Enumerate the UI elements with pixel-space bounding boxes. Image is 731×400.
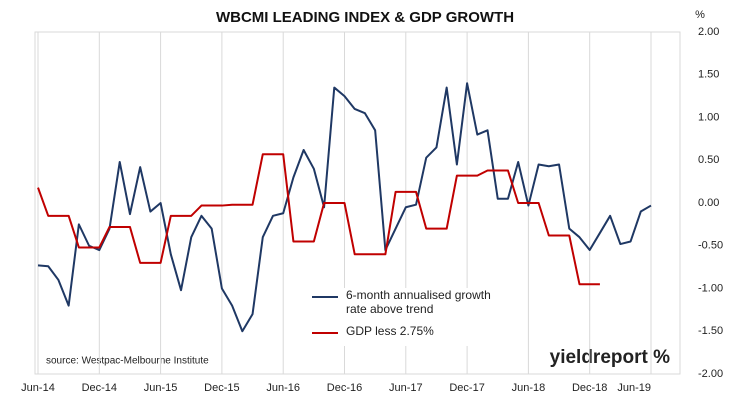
y-tick-label: 0.50 — [698, 154, 719, 166]
y-tick-label: 1.00 — [698, 111, 719, 123]
x-tick-label: Jun-19 — [617, 382, 651, 394]
plot-frame — [34, 31, 681, 375]
source-note: source: Westpac-Melbourne Institute — [46, 356, 209, 367]
legend-swatch — [312, 296, 338, 298]
legend: 6-month annualised growth rate above tre… — [306, 288, 496, 346]
legend-swatch — [312, 332, 338, 334]
x-tick-label: Jun-18 — [512, 382, 546, 394]
x-tick-label: Dec-16 — [327, 382, 362, 394]
y-tick-label: 2.00 — [698, 26, 719, 38]
x-tick-label: Jun-17 — [389, 382, 423, 394]
legend-label: GDP less 2.75% — [346, 324, 434, 338]
legend-label: 6-month annualised growth rate above tre… — [346, 288, 491, 316]
logo: yieldreport % — [550, 347, 670, 368]
x-tick-label: Jun-15 — [144, 382, 178, 394]
x-tick-label: Jun-16 — [266, 382, 300, 394]
x-tick-label: Dec-15 — [204, 382, 239, 394]
chart-title: WBCMI LEADING INDEX & GDP GROWTH — [216, 9, 514, 26]
y-tick-label: -2.00 — [698, 368, 723, 380]
legend-item: 6-month annualised growth rate above tre… — [306, 288, 496, 316]
y-tick-label: 1.50 — [698, 69, 719, 81]
y-tick-label: -1.50 — [698, 325, 723, 337]
y-unit: % — [695, 9, 705, 21]
x-tick-label: Dec-17 — [449, 382, 484, 394]
series-line — [37, 82, 652, 333]
series-line — [37, 153, 600, 286]
x-tick-label: Dec-18 — [572, 382, 607, 394]
y-tick-label: -1.00 — [698, 282, 723, 294]
x-tick-label: Jun-14 — [21, 382, 55, 394]
y-tick-label: -0.50 — [698, 240, 723, 252]
x-tick-label: Dec-14 — [82, 382, 117, 394]
y-tick-label: 0.00 — [698, 197, 719, 209]
legend-item: GDP less 2.75% — [306, 324, 496, 338]
